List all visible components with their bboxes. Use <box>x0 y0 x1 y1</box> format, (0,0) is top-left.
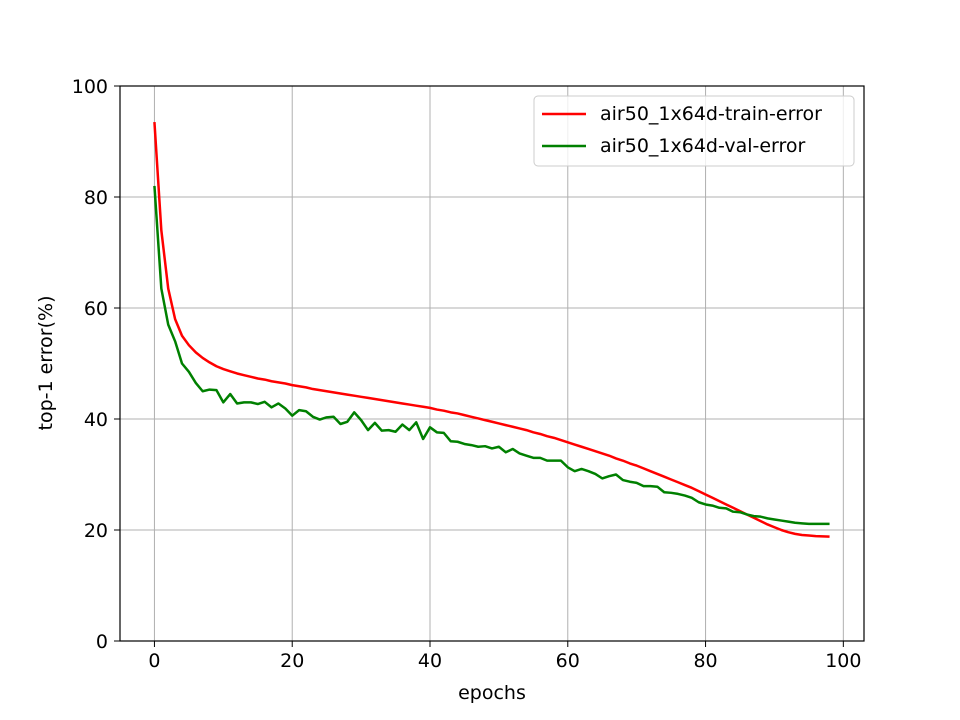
y-tick-label: 20 <box>84 520 108 542</box>
series-layer <box>153 121 830 538</box>
x-tick-label: 0 <box>148 650 160 672</box>
y-axis-label: top-1 error(%) <box>35 296 57 431</box>
x-tick-label: 100 <box>825 650 861 672</box>
x-tick-label: 60 <box>556 650 580 672</box>
y-tick-label: 0 <box>96 631 108 653</box>
x-axis-label: epochs <box>458 682 526 704</box>
legend-label-val-error: air50_1x64d-val-error <box>600 135 806 157</box>
legend-box <box>533 95 855 167</box>
y-tick-label: 80 <box>84 187 108 209</box>
y-tick-label: 40 <box>84 409 108 431</box>
grid-layer <box>120 85 864 642</box>
tick-layer: 0 20 40 60 80 100 0 20 40 60 80 100 <box>72 76 862 672</box>
x-tick-label: 80 <box>693 650 717 672</box>
val-error-line <box>153 185 830 526</box>
x-tick-label: 20 <box>280 650 304 672</box>
y-tick-label: 60 <box>84 298 108 320</box>
x-tick-label: 40 <box>418 650 442 672</box>
train-error-line <box>153 121 830 538</box>
plot-frame <box>119 85 865 642</box>
legend: air50_1x64d-train-error air50_1x64d-val-… <box>533 95 855 167</box>
y-tick-label: 100 <box>72 76 108 98</box>
legend-label-train-error: air50_1x64d-train-error <box>600 103 822 125</box>
